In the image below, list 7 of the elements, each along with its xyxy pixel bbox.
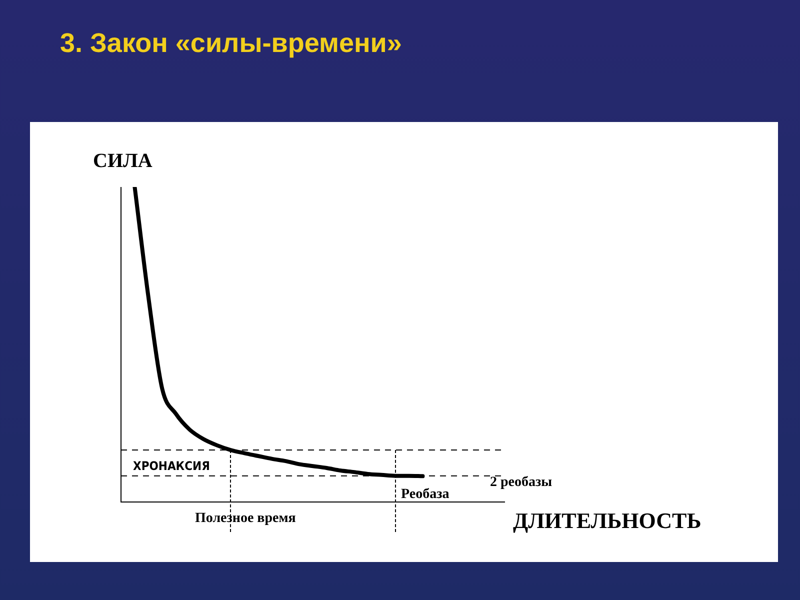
annotation: 2 реобазы (490, 475, 552, 490)
annotation: ХРОНАКСИЯ (133, 459, 210, 473)
text: Полезное время (195, 511, 296, 526)
annotation: Реобаза (401, 487, 450, 502)
y-axis-title: СИЛА (93, 150, 153, 172)
chart-title: 3. Закон «силы-времени» (60, 28, 402, 59)
x-axis-title: ДЛИТЕЛЬНОСТЬ (513, 508, 702, 533)
